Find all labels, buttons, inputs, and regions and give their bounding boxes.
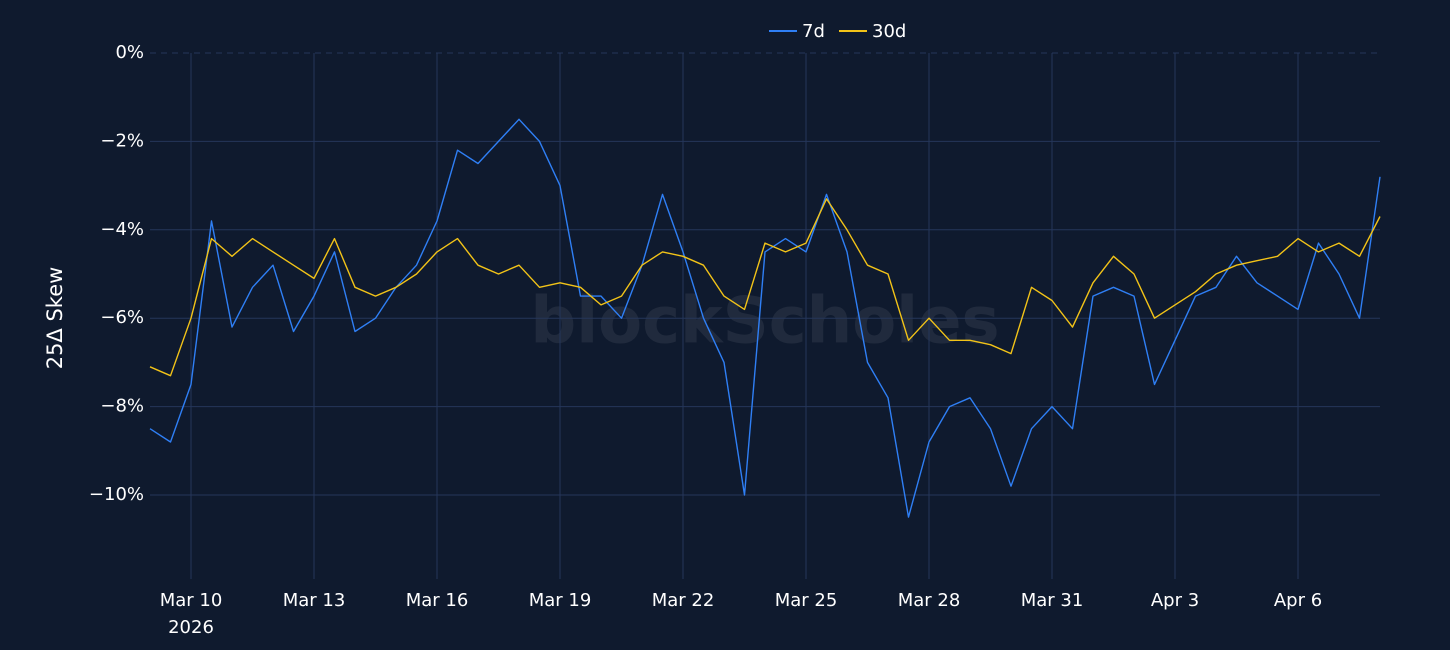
y-axis-label: 25Δ Skew: [43, 267, 67, 370]
x-tick-label: Mar 10: [160, 590, 223, 611]
x-tick-label: Mar 19: [529, 590, 592, 611]
y-tick-label: −4%: [100, 219, 144, 240]
line-series: [149, 198, 1381, 377]
x-tick-label: Apr 3: [1151, 590, 1199, 611]
x-tick-label: Mar 16: [406, 590, 469, 611]
y-tick-label: 0%: [115, 42, 144, 63]
x-year-label: 2026: [168, 617, 214, 638]
y-tick-label: −8%: [100, 396, 144, 417]
y-tick-label: −10%: [89, 484, 144, 505]
watermark: blockScholes: [530, 285, 999, 359]
y-tick-label: −6%: [100, 307, 144, 328]
legend-label: 30d: [872, 21, 906, 42]
x-tick-label: Mar 31: [1021, 590, 1084, 611]
x-tick-label: Apr 6: [1274, 590, 1322, 611]
line-series: [149, 118, 1381, 518]
x-tick-label: Mar 25: [775, 590, 838, 611]
x-tick-label: Mar 28: [898, 590, 961, 611]
x-tick-label: Mar 13: [283, 590, 346, 611]
legend-label: 7d: [802, 21, 825, 42]
y-tick-label: −2%: [100, 130, 144, 151]
x-tick-label: Mar 22: [652, 590, 715, 611]
